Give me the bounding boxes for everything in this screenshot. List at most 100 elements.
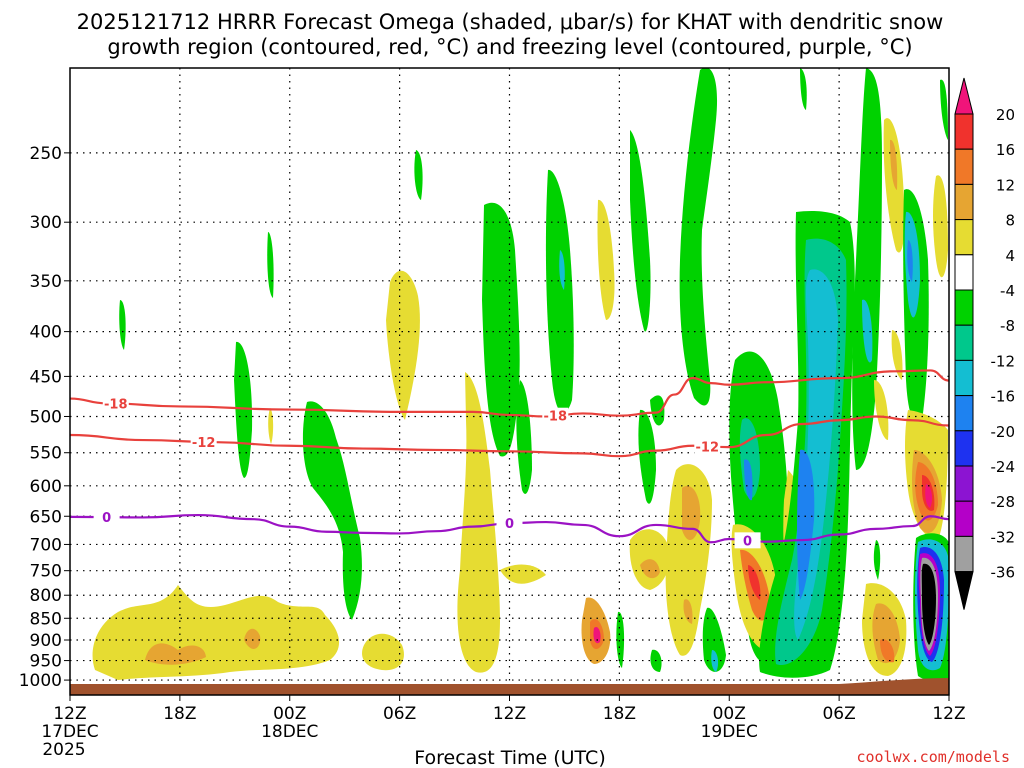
omega-region-negative-core <box>559 250 565 290</box>
contour-line <box>70 369 949 418</box>
y-tick-label: 450 <box>30 367 62 387</box>
y-tick-label: 850 <box>30 609 62 629</box>
colorbar-tick-label: 16 <box>996 141 1015 159</box>
colorbar-tick-label: 4 <box>1005 247 1015 265</box>
omega-shading <box>92 68 949 681</box>
omega-region-positive <box>890 139 898 190</box>
omega-region-negative <box>516 380 532 494</box>
x-tick-label: 18Z <box>603 704 636 724</box>
colorbar-tick-label: -24 <box>991 458 1016 476</box>
contour-label-bg <box>102 395 129 412</box>
omega-region-negative <box>852 68 882 470</box>
omega-region-negative <box>414 150 423 200</box>
omega-region-positive-core <box>244 628 261 649</box>
omega-region-positive <box>874 380 889 440</box>
temperature-contours <box>70 369 949 544</box>
colorbar-tick-label: -20 <box>991 423 1016 441</box>
colorbar-swatch <box>954 77 974 115</box>
colorbar-swatch <box>954 430 974 467</box>
y-axis-pressure: 2503003504004505005506006507007508008509… <box>19 144 70 691</box>
contour-label: 0 <box>743 534 752 549</box>
colorbar-tick-label: 12 <box>996 176 1015 194</box>
omega-region-negative <box>679 68 717 406</box>
x-tick-date: 17DEC <box>41 722 98 742</box>
omega-region-positive <box>500 564 546 584</box>
contour-label-bg <box>190 433 217 450</box>
omega-region-positive <box>457 372 500 673</box>
omega-region-negative <box>545 169 574 414</box>
y-tick-label: 250 <box>30 144 62 164</box>
y-tick-label: 500 <box>30 407 62 427</box>
colorbar-tick-label: 8 <box>1005 212 1015 230</box>
y-tick-label: 350 <box>30 272 62 292</box>
colorbar-swatch <box>954 359 974 397</box>
colorbar-swatch <box>954 183 974 221</box>
colorbar-swatch <box>954 148 974 185</box>
contour-label-bg <box>694 438 721 455</box>
x-tick-label: 06Z <box>822 704 855 724</box>
contour-line <box>70 513 949 544</box>
colorbar-tick-label: -4 <box>1000 282 1015 300</box>
contour-label: -18 <box>104 398 128 413</box>
omega-region-positive <box>683 599 693 624</box>
colorbar-tick-label: -12 <box>991 352 1016 370</box>
y-tick-label: 300 <box>30 213 62 233</box>
omega-region-negative-core <box>862 299 873 363</box>
colorbar-tick-label: -16 <box>991 388 1016 406</box>
terrain-ground <box>70 678 949 695</box>
omega-region-negative <box>940 79 948 140</box>
y-tick-label: 650 <box>30 507 62 527</box>
y-tick-label: 800 <box>30 586 62 606</box>
omega-region-positive <box>92 585 340 680</box>
colorbar-swatch <box>954 219 974 256</box>
omega-region-positive <box>883 118 905 253</box>
chart-title-line1: 2025121712 HRRR Forecast Omega (shaded, … <box>77 10 944 34</box>
omega-region-positive <box>933 175 948 278</box>
x-axis-label: Forecast Time (UTC) <box>414 747 605 768</box>
colorbar-swatch <box>954 500 974 537</box>
omega-region-positive-max <box>593 626 601 644</box>
omega-region-negative-core <box>797 449 815 600</box>
omega-region-positive <box>597 199 615 320</box>
colorbar-swatch <box>954 113 974 150</box>
x-tick-label: 12Z <box>932 704 965 724</box>
colorbar-swatch <box>954 395 974 432</box>
omega-region-positive-max <box>925 484 933 508</box>
colorbar-swatch <box>954 465 974 502</box>
contour-line <box>70 415 949 458</box>
colorbar-swatch <box>954 535 974 573</box>
omega-region-negative <box>482 202 520 457</box>
omega-region-negative-core <box>907 240 913 282</box>
y-tick-label: 700 <box>30 535 62 555</box>
chart-title-line2: growth region (contoured, red, °C) and f… <box>107 35 912 59</box>
y-tick-label: 550 <box>30 444 62 464</box>
contour-label: -18 <box>544 410 568 425</box>
omega-region-negative <box>119 300 126 350</box>
x-tick-label: 06Z <box>383 704 416 724</box>
omega-region-negative <box>302 401 362 620</box>
y-tick-label: 750 <box>30 562 62 582</box>
x-tick-year: 2025 <box>42 740 85 760</box>
omega-region-positive <box>268 408 274 444</box>
omega-region-negative <box>630 130 651 332</box>
omega-region-negative <box>650 395 665 426</box>
colorbar-tick-label: -32 <box>991 528 1016 546</box>
x-tick-label: 12Z <box>53 704 86 724</box>
x-tick-label: 18Z <box>163 704 196 724</box>
y-tick-label: 600 <box>30 477 62 497</box>
omega-region-negative <box>800 68 807 110</box>
x-tick-date: 18DEC <box>261 722 318 742</box>
omega-region-positive <box>891 330 903 380</box>
contour-label: 0 <box>102 511 111 526</box>
colorbar-swatch <box>954 571 974 610</box>
omega-region-positive-core <box>880 639 895 663</box>
y-tick-label: 950 <box>30 652 62 672</box>
x-tick-label: 00Z <box>273 704 306 724</box>
colorbar-swatch <box>954 289 974 326</box>
colorbar-swatch <box>954 254 974 291</box>
omega-region-positive <box>872 603 900 664</box>
omega-region-positive <box>640 559 660 579</box>
x-tick-label: 12Z <box>493 704 526 724</box>
colorbar: 20 16 12 8 4 -4 -8 -12 -16 -20 -24 -28 -32 -36 <box>954 77 1016 610</box>
